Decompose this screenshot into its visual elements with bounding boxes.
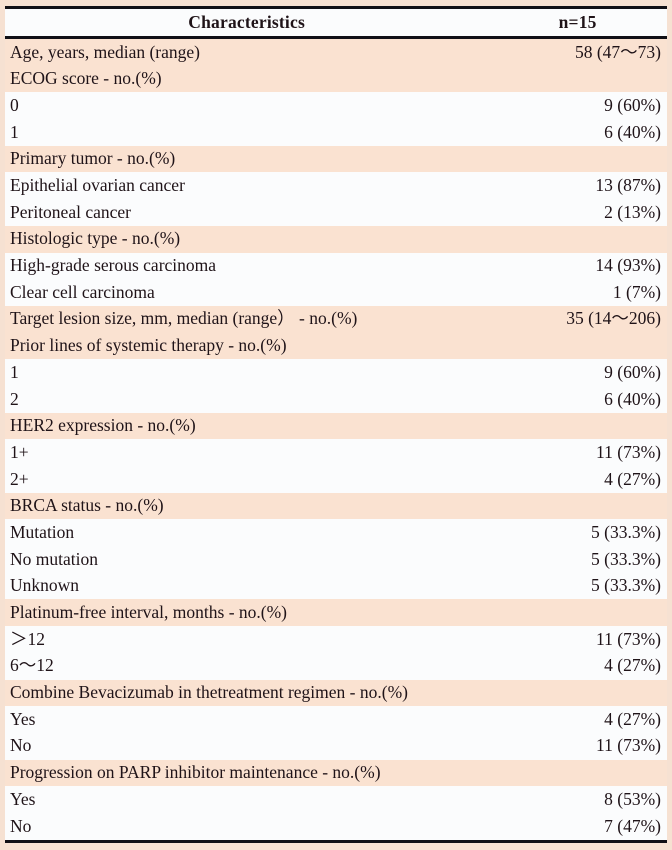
row-label: No [10,815,32,836]
row-label: Clear cell carcinoma [10,281,155,302]
table-row: Platinum-free interval, months - no.(%) [5,599,667,627]
row-label: Prior lines of systemic therapy - no.(%) [5,332,489,360]
table-head: Characteristics n=15 [5,7,667,39]
row-label: 1+ [10,441,29,462]
table-row: No 7 (47%) [5,813,667,841]
table-row: ECOG score - no.(%) [5,65,667,93]
row-value: 6 (40%) [604,121,661,142]
row-label: Platinum-free interval, months - no.(%) [5,599,489,627]
table-row: Clear cell carcinoma 1 (7%) [5,279,667,306]
row-value: 2 (13%) [604,201,661,222]
row-label: 1 [10,121,19,142]
row-value: 7 (47%) [604,815,661,836]
row-label: 6～12 [10,655,54,676]
row-label: ＞12 [10,628,45,649]
table-row: 1 9 (60%) [5,359,667,386]
row-value [488,412,667,440]
row-label: Target lesion size, mm, median (range） -… [5,305,489,333]
row-value: 1 (7%) [612,281,661,302]
row-label: Mutation [10,521,75,542]
table-body: Age, years, median (range) 58 (47～73) ECOG… [5,37,667,842]
table-row: Mutation 5 (33.3%) [5,519,667,546]
row-value: 11 (73%) [596,735,661,756]
row-label: Primary tumor - no.(%) [5,145,489,173]
row-value: 9 (60%) [604,361,661,382]
row-label: 2+ [10,468,29,489]
row-label: HER2 expression - no.(%) [5,412,489,440]
row-value: 58 (47～73) [488,37,667,66]
row-value [488,332,667,360]
row-value: 6 (40%) [604,388,661,409]
row-label: 0 [10,94,19,115]
table-row: HER2 expression - no.(%) [5,412,667,440]
row-label: 2 [10,388,19,409]
row-value: 13 (87%) [595,175,661,196]
row-value: 5 (33.3%) [591,548,661,569]
row-label: Combine Bevacizumab in thetreatment regi… [5,679,489,707]
row-value [488,145,667,173]
table-row: ＞12 11 (73%) [5,626,667,653]
table-row: Yes 4 (27%) [5,706,667,733]
row-value: 9 (60%) [604,94,661,115]
table-row: No mutation 5 (33.3%) [5,546,667,573]
row-value [488,492,667,520]
row-label: Epithelial ovarian cancer [10,175,185,196]
header-row: Characteristics n=15 [5,7,667,39]
row-label: No mutation [10,548,98,569]
table-row: Peritoneal cancer 2 (13%) [5,199,667,226]
table-row: 1 6 (40%) [5,119,667,146]
row-label: No [10,735,32,756]
row-label: BRCA status - no.(%) [5,492,489,520]
row-label: 1 [10,361,19,382]
row-value: 8 (53%) [604,788,661,809]
row-value: 11 (73%) [596,628,661,649]
row-value: 5 (33.3%) [591,521,661,542]
table-row: Epithelial ovarian cancer 13 (87%) [5,172,667,199]
table-row: BRCA status - no.(%) [5,492,667,520]
row-label: Peritoneal cancer [10,201,131,222]
row-value [488,65,667,93]
row-value [488,679,667,707]
header-characteristics: Characteristics [5,7,489,39]
row-label: Yes [10,708,36,729]
row-value: 4 (27%) [604,468,661,489]
table-row: Combine Bevacizumab in thetreatment regi… [5,679,667,707]
row-label: ECOG score - no.(%) [5,65,489,93]
patient-characteristics-table: Characteristics n=15 Age, years, median … [5,6,667,843]
table-row: High-grade serous carcinoma 14 (93%) [5,253,667,280]
row-value: 14 (93%) [595,255,661,276]
table-row: 1+ 11 (73%) [5,439,667,466]
table-row: Prior lines of systemic therapy - no.(%) [5,332,667,360]
table-row: Histologic type - no.(%) [5,225,667,253]
table-row: Age, years, median (range) 58 (47～73) [5,37,667,66]
row-value: 11 (73%) [596,441,661,462]
row-label: Yes [10,788,36,809]
table-row: 0 9 (60%) [5,92,667,119]
row-value: 4 (27%) [604,708,661,729]
row-value: 4 (27%) [604,655,661,676]
table-row: 2+ 4 (27%) [5,466,667,493]
table-row: Unknown 5 (33.3%) [5,573,667,600]
row-label: High-grade serous carcinoma [10,255,217,276]
table-row: Target lesion size, mm, median (range） -… [5,305,667,333]
row-label: Progression on PARP inhibitor maintenanc… [5,759,489,787]
table-row: Primary tumor - no.(%) [5,145,667,173]
row-label: Histologic type - no.(%) [5,225,489,253]
header-n-count: n=15 [488,7,667,39]
table-row: Yes 8 (53%) [5,786,667,813]
row-value: 5 (33.3%) [591,575,661,596]
row-value: 35 (14～206) [488,305,667,333]
table-row: 6～12 4 (27%) [5,653,667,680]
table-row: 2 6 (40%) [5,386,667,413]
table-row: Progression on PARP inhibitor maintenanc… [5,759,667,787]
row-label: Age, years, median (range) [5,37,489,66]
table-row: No 11 (73%) [5,733,667,760]
row-value [488,759,667,787]
row-label: Unknown [10,575,80,596]
row-value [488,225,667,253]
row-value [488,599,667,627]
